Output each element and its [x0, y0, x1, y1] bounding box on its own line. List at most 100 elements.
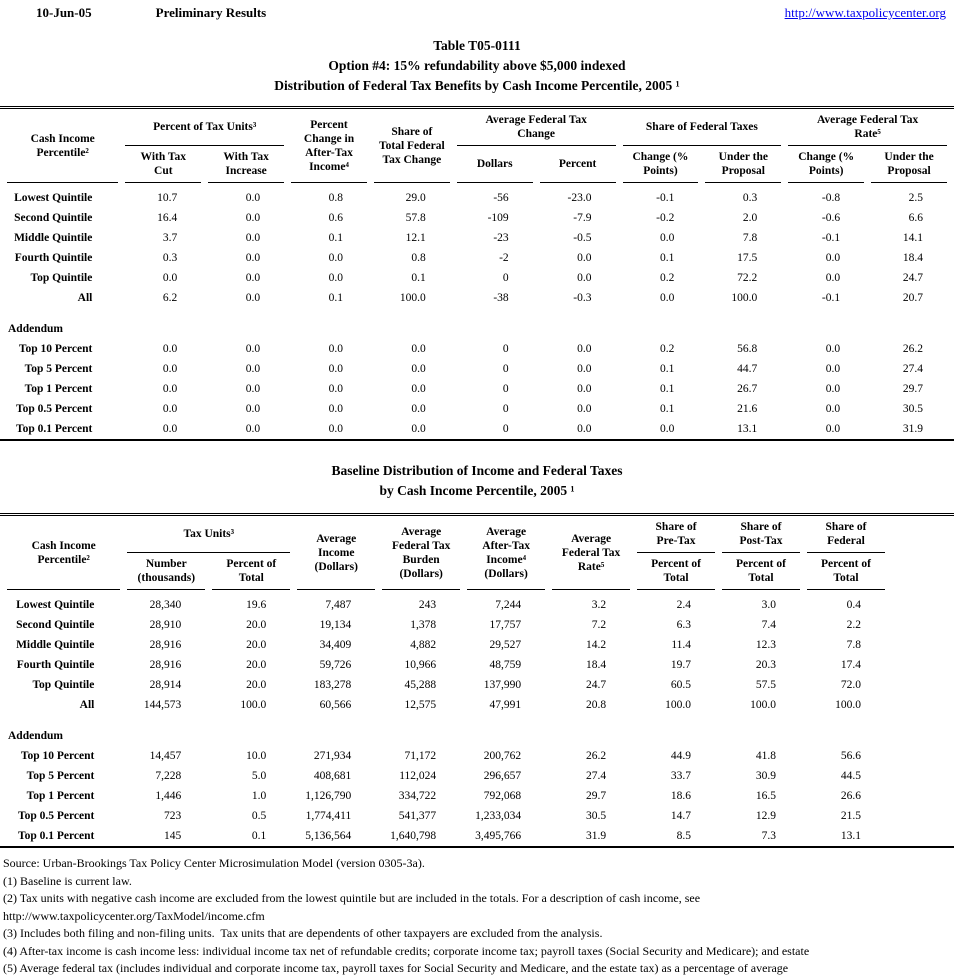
benefits-table-header: Cash Income Percentile² Percent of Tax U… — [7, 109, 947, 183]
cell-value: 12,575 — [404, 699, 437, 711]
table1-title-line2: Option #4: 15% refundability above $5,00… — [328, 58, 626, 73]
cell-value: -2 — [499, 252, 509, 264]
benefits-table-body: Lowest Quintile 10.7 0.0 0.8 29.0 -56 -23.0 -0.… — [7, 183, 947, 439]
cell-value: 26.2 — [585, 750, 607, 762]
cell-value: 7.2 — [591, 619, 607, 631]
spacer-row — [7, 308, 947, 319]
col-header-cash-income-percentile-2: Cash Income Percentile² — [7, 516, 121, 590]
cell-value: 0.1 — [328, 232, 343, 244]
table-row: Fourth Quintile 28,916 20.0 59,726 10,966 48,… — [7, 655, 885, 675]
cell-value: 0.0 — [245, 252, 261, 264]
baseline-table-body: Lowest Quintile 28,340 19.6 7,487 243 7,244 3.… — [7, 590, 885, 846]
cell-value: 45,288 — [404, 679, 437, 691]
cell-value: 0 — [502, 272, 509, 284]
cell-value: 137,990 — [483, 679, 522, 691]
cell-value: 100.0 — [665, 699, 692, 711]
cell-value: 0.1 — [660, 252, 675, 264]
cell-value: 0.1 — [411, 272, 426, 284]
cell-value: 0.0 — [825, 343, 841, 355]
cell-value: -109 — [487, 212, 509, 224]
cell-value: 100.0 — [750, 699, 776, 711]
cell-value: 6.6 — [908, 212, 923, 224]
cell-value: -0.1 — [821, 232, 841, 244]
col-header-percent-change-after-tax-income: Percent Change in After-Tax Income⁴ — [291, 109, 367, 183]
col-header-dollars: Dollars — [456, 146, 533, 183]
cell-value: 0 — [502, 363, 509, 375]
cell-value: 0.0 — [577, 343, 592, 355]
cell-value: 31.9 — [585, 830, 607, 842]
cell-value: 6.3 — [676, 619, 692, 631]
cell-value: 17.5 — [737, 252, 758, 264]
cell-value: 27.4 — [902, 363, 923, 375]
cell-value: 0 — [502, 403, 509, 415]
cell-value: 72.0 — [840, 679, 861, 691]
section-row: Addendum — [7, 319, 947, 339]
row-label: Middle Quintile — [14, 232, 93, 244]
col-header-average-after-tax-income: Average After-Tax Income⁴ (Dollars) — [467, 516, 546, 590]
col-header-average-federal-tax-rate: Average Federal Tax Rate⁵ — [552, 516, 631, 590]
cell-value: 24.7 — [585, 679, 607, 691]
cell-value: 145 — [164, 830, 182, 842]
cell-value: 56.8 — [737, 343, 758, 355]
row-label: Top 5 Percent — [24, 363, 93, 375]
cell-value: 60,566 — [319, 699, 352, 711]
cell-value: 0.0 — [825, 252, 841, 264]
cell-value: 5,136,564 — [305, 830, 352, 842]
row-label: Top 1 Percent — [24, 383, 93, 395]
cell-value: -23.0 — [567, 192, 592, 204]
section-label: Addendum — [8, 730, 63, 742]
cell-value: 271,934 — [313, 750, 352, 762]
cell-value: 3.0 — [761, 599, 776, 611]
cell-value: 20.3 — [755, 659, 776, 671]
baseline-table-wrapper: Cash Income Percentile² Tax Units³ Avera… — [0, 513, 954, 848]
col-group-share-pre-tax: Share of Pre-Tax — [637, 516, 716, 553]
cell-value: 296,657 — [483, 770, 522, 782]
row-label: Second Quintile — [14, 212, 93, 224]
cell-value: 0.0 — [825, 272, 841, 284]
table-row: Lowest Quintile 10.7 0.0 0.8 29.0 -56 -23.0 -0.… — [7, 183, 947, 208]
col-group-average-federal-tax-change: Average Federal Tax Change — [456, 109, 616, 146]
cell-value: 3.7 — [162, 232, 178, 244]
cell-value: 12.9 — [755, 810, 776, 822]
cell-value: 3.2 — [591, 599, 607, 611]
cell-value: 0.6 — [328, 212, 343, 224]
cell-value: 0.0 — [245, 272, 261, 284]
cell-value: 0.5 — [251, 810, 267, 822]
cell-value: 0 — [502, 383, 509, 395]
cell-value: 28,340 — [149, 599, 182, 611]
cell-value: 44.9 — [670, 750, 692, 762]
cell-value: 57.5 — [755, 679, 776, 691]
cell-value: 100.0 — [835, 699, 861, 711]
table-row: Top 1 Percent 1,446 1.0 1,126,790 334,722 792… — [7, 786, 885, 806]
cell-value: 19.6 — [246, 599, 267, 611]
cell-value: 28,916 — [149, 659, 182, 671]
cell-value: 17.4 — [840, 659, 861, 671]
benefits-table: Cash Income Percentile² Percent of Tax U… — [0, 109, 954, 439]
cell-value: 20.0 — [246, 639, 267, 651]
cell-value: 56.6 — [840, 750, 861, 762]
cell-value: 0.0 — [411, 383, 426, 395]
cell-value: 0.8 — [411, 252, 426, 264]
cell-value: -38 — [493, 292, 509, 304]
table1-title-line1: Table T05-0111 — [433, 38, 521, 53]
table-row: Lowest Quintile 28,340 19.6 7,487 243 7,244 3.… — [7, 590, 885, 615]
cell-value: 29.7 — [902, 383, 923, 395]
col-header-number-thousands: Number (thousands) — [127, 553, 206, 590]
cell-value: 4,882 — [410, 639, 437, 651]
homepage-link[interactable]: http://www.taxpolicycenter.org — [784, 5, 946, 20]
cell-value: 2.5 — [908, 192, 923, 204]
cell-value: 0.0 — [162, 423, 178, 435]
page-header: 10-Jun-05 Preliminary Results http://www… — [0, 0, 954, 21]
cell-value: 0.0 — [245, 383, 261, 395]
row-label: Top Quintile — [32, 679, 95, 691]
cell-value: 0.0 — [162, 272, 178, 284]
row-label: Fourth Quintile — [16, 659, 95, 671]
cell-value: 21.5 — [840, 810, 861, 822]
cell-value: 0.0 — [162, 403, 178, 415]
table-row: Top 5 Percent 0.0 0.0 0.0 0.0 0 0.0 0.1 44.7 0.0 2… — [7, 359, 947, 379]
cell-value: 29,527 — [489, 639, 522, 651]
row-label: All — [77, 292, 93, 304]
cell-value: 408,681 — [313, 770, 352, 782]
cell-value: 0.1 — [660, 383, 675, 395]
cell-value: 723 — [164, 810, 182, 822]
